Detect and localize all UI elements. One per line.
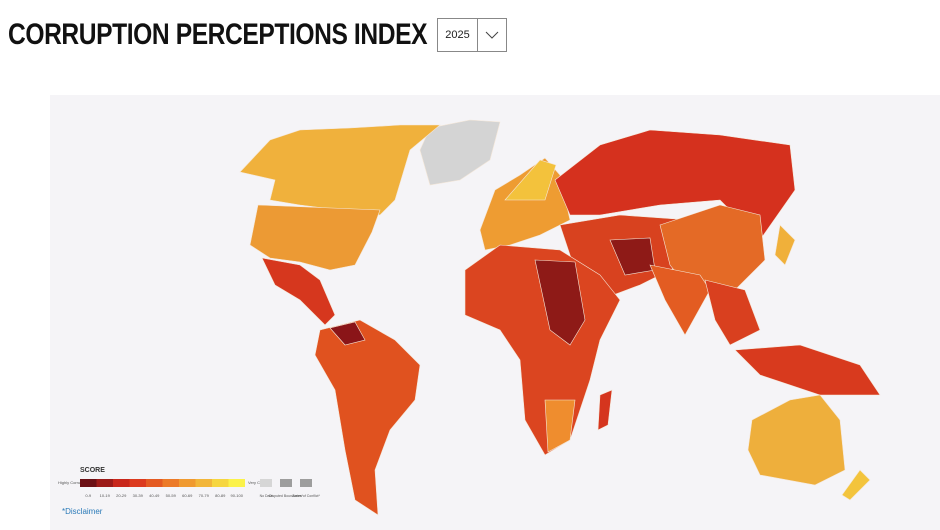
legend-bin-label: 10-19: [100, 493, 111, 498]
legend-swatch: [280, 479, 292, 487]
legend-high: Very Clean: [248, 480, 268, 485]
legend-swatch: [228, 479, 245, 487]
disclaimer-link[interactable]: *Disclaimer: [62, 507, 103, 516]
legend-swatch: [179, 479, 196, 487]
legend-swatch: [80, 479, 97, 487]
legend-bin-label: 70-79: [199, 493, 210, 498]
legend-bin-label: 80-89: [215, 493, 226, 498]
legend-swatch: [260, 479, 272, 487]
legend-swatch: [129, 479, 146, 487]
legend-bin-label: 60-69: [182, 493, 193, 498]
legend-low: Highly Corrupt: [58, 480, 84, 485]
legend-swatch: [195, 479, 212, 487]
legend-swatch: [146, 479, 163, 487]
legend-swatch: [212, 479, 229, 487]
dropdown-arrow: [477, 19, 506, 51]
legend-swatch: [113, 479, 130, 487]
page-title: CORRUPTION PERCEPTIONS INDEX: [8, 18, 428, 51]
legend-bin-label: 0-9: [85, 493, 92, 498]
legend-other-label: Zones of Conflict*: [292, 494, 320, 498]
legend-swatch: [300, 479, 312, 487]
legend-other-label: Disputed Boundaries*: [269, 494, 303, 498]
legend-swatch: [162, 479, 179, 487]
year-value: 2025: [445, 29, 470, 41]
legend-bin-label: 40-49: [149, 493, 160, 498]
legend-bin-label: 20-29: [116, 493, 127, 498]
legend-title: SCORE: [80, 467, 105, 474]
legend-bin-label: 50-59: [166, 493, 177, 498]
legend-swatch: [96, 479, 113, 487]
legend-bin-label: 30-39: [133, 493, 144, 498]
legend-other-label: No Data: [260, 494, 273, 498]
year-dropdown[interactable]: 2025: [437, 18, 507, 52]
legend-bin-label: 90-100: [231, 493, 244, 498]
